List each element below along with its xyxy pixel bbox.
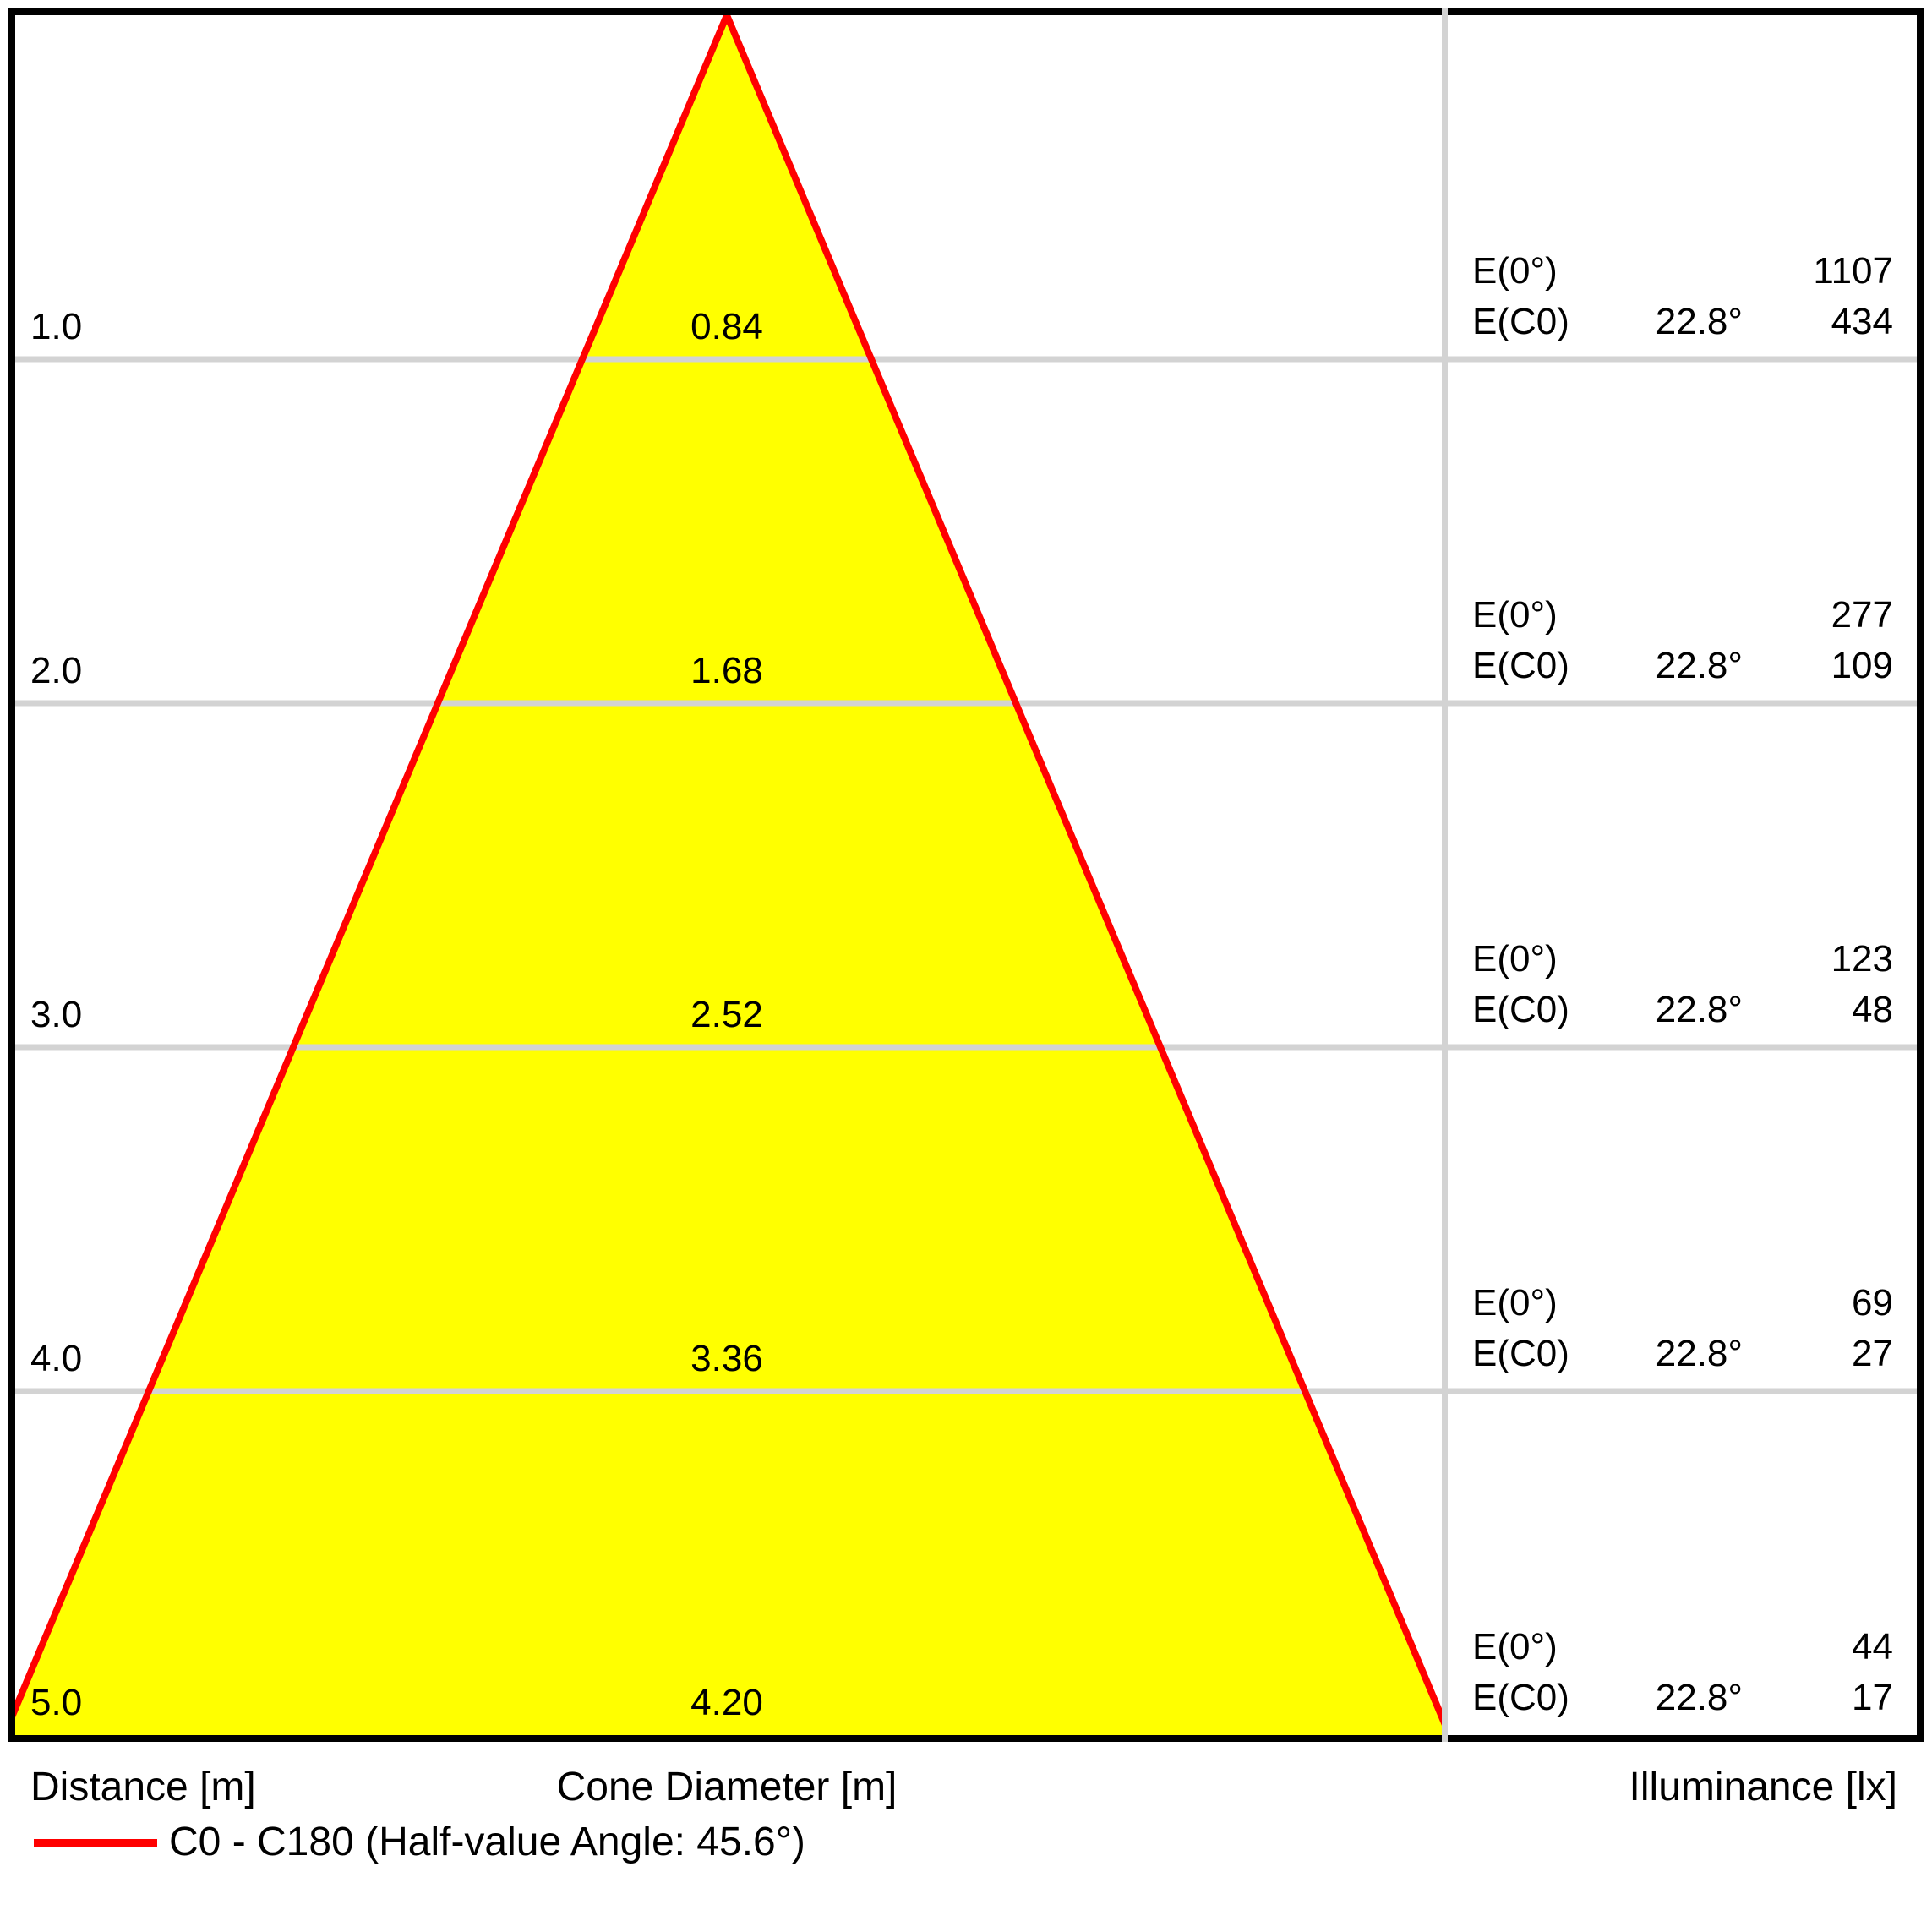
ec0-label: E(C0) (1472, 989, 1569, 1030)
e0-value: 44 (1852, 1626, 1893, 1667)
illuminance-row-4m: E(0°) 69 E(C0) 22.8° 27 (1472, 1278, 1893, 1379)
cone-chart-canvas (15, 15, 1917, 1735)
distance-label-5m: 5.0 (30, 1682, 83, 1723)
illuminance-axis-caption: Illuminance [lx] (1629, 1765, 1897, 1809)
e0-label: E(0°) (1472, 1626, 1558, 1667)
e0-label: E(0°) (1472, 1282, 1558, 1323)
cone-edge-left (15, 15, 730, 1718)
ec0-line: E(C0) 22.8° 27 (1472, 1329, 1893, 1379)
e0-line: E(0°) 123 (1472, 934, 1893, 985)
illuminance-row-3m: E(0°) 123 E(C0) 22.8° 48 (1472, 934, 1893, 1035)
ec0-label: E(C0) (1472, 1677, 1569, 1718)
ec0-angle: 22.8° (1655, 989, 1743, 1030)
ec0-angle: 22.8° (1655, 1333, 1743, 1374)
e0-line: E(0°) 277 (1472, 590, 1893, 641)
illuminance-row-1m: E(0°) 1107 E(C0) 22.8° 434 (1472, 246, 1893, 347)
light-cone-fill (15, 15, 1442, 1735)
ec0-value: 109 (1831, 645, 1893, 686)
cone-diameter-1m: 0.84 (690, 306, 763, 347)
cone-diameter-3m: 2.52 (690, 994, 763, 1035)
ec0-label: E(C0) (1472, 301, 1569, 342)
ec0-angle: 22.8° (1655, 645, 1743, 686)
illuminance-row-5m: E(0°) 44 E(C0) 22.8° 17 (1472, 1622, 1893, 1723)
ec0-value: 27 (1852, 1333, 1893, 1374)
distance-label-2m: 2.0 (30, 650, 83, 691)
ec0-line: E(C0) 22.8° 48 (1472, 985, 1893, 1035)
e0-line: E(0°) 1107 (1472, 246, 1893, 297)
ec0-label: E(C0) (1472, 645, 1569, 686)
e0-value: 69 (1852, 1282, 1893, 1323)
e0-value: 1107 (1813, 250, 1893, 292)
cone-diameter-5m: 4.20 (690, 1682, 763, 1723)
cone-diameter-4m: 3.36 (690, 1338, 763, 1379)
distance-label-4m: 4.0 (30, 1338, 83, 1379)
distance-gridlines (15, 356, 1917, 1394)
illuminance-row-2m: E(0°) 277 E(C0) 22.8° 109 (1472, 590, 1893, 691)
ec0-line: E(C0) 22.8° 434 (1472, 297, 1893, 347)
legend-line-sample (34, 1839, 157, 1847)
e0-label: E(0°) (1472, 594, 1558, 636)
ec0-line: E(C0) 22.8° 17 (1472, 1673, 1893, 1723)
e0-label: E(0°) (1472, 250, 1558, 292)
legend-series-label: C0 - C180 (Half-value Angle: 45.6°) (169, 1820, 805, 1864)
e0-line: E(0°) 69 (1472, 1278, 1893, 1329)
e0-value: 123 (1831, 938, 1893, 980)
cone-edge-right (723, 15, 1442, 1726)
ec0-value: 17 (1852, 1677, 1893, 1718)
ec0-angle: 22.8° (1655, 301, 1743, 342)
e0-line: E(0°) 44 (1472, 1622, 1893, 1673)
ec0-label: E(C0) (1472, 1333, 1569, 1374)
chart-frame (8, 8, 1924, 1742)
distance-label-1m: 1.0 (30, 306, 83, 347)
ec0-angle: 22.8° (1655, 1677, 1743, 1718)
cone-diameter-axis-caption: Cone Diameter [m] (556, 1765, 898, 1809)
ec0-value: 434 (1831, 301, 1893, 342)
e0-value: 277 (1831, 594, 1893, 636)
distance-label-3m: 3.0 (30, 994, 83, 1035)
panel-divider (1442, 8, 1448, 1742)
e0-label: E(0°) (1472, 938, 1558, 980)
distance-axis-caption: Distance [m] (30, 1765, 256, 1809)
ec0-value: 48 (1852, 989, 1893, 1030)
ec0-line: E(C0) 22.8° 109 (1472, 641, 1893, 691)
cone-diameter-2m: 1.68 (690, 650, 763, 691)
